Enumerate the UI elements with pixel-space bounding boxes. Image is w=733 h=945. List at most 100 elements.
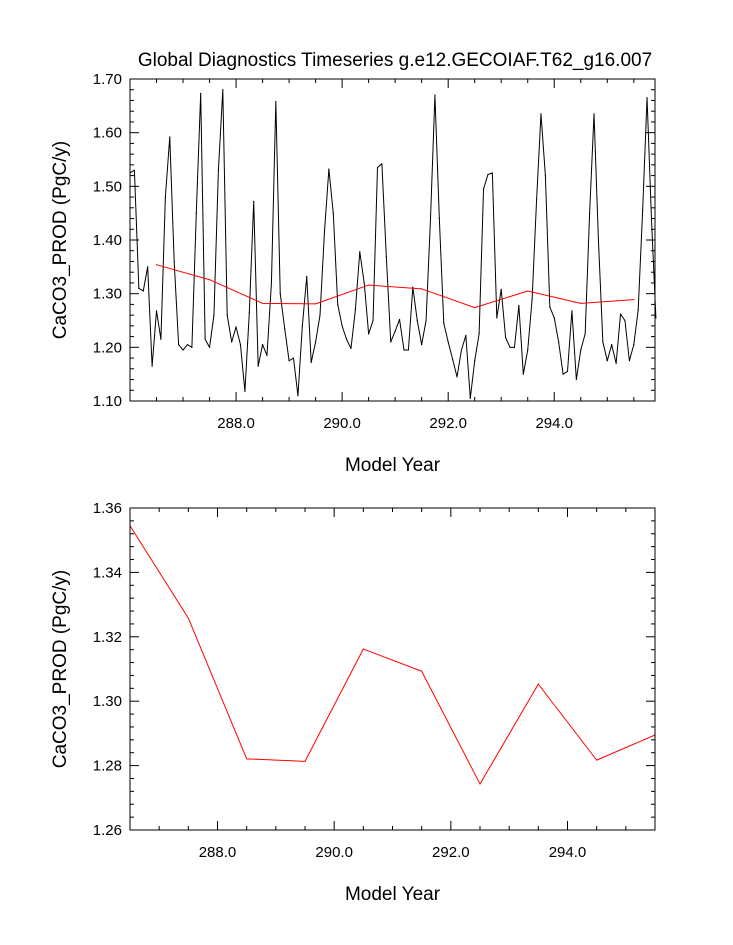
x-tick-label: 288.0	[217, 415, 255, 432]
x-tick-label: 288.0	[199, 844, 237, 861]
data-point-monthly	[615, 362, 617, 365]
data-point-monthly	[191, 346, 193, 348]
data-point-monthly	[580, 349, 582, 351]
data-point-monthly	[478, 333, 480, 335]
data-point-monthly	[390, 341, 392, 343]
data-point-monthly	[443, 322, 445, 324]
data-point-monthly	[571, 310, 573, 312]
data-point-monthly	[527, 349, 529, 351]
data-point-monthly	[416, 319, 418, 322]
data-point-monthly	[368, 333, 370, 335]
y-tick-label: 1.26	[93, 822, 122, 839]
data-point-annual-mean	[479, 783, 481, 785]
chart-title: Global Diagnostics Timeseries g.e12.GECO…	[138, 50, 652, 71]
data-point-monthly	[602, 341, 604, 343]
data-point-monthly	[606, 360, 608, 362]
data-point-annual-mean	[304, 760, 306, 763]
data-point-monthly	[589, 212, 591, 214]
x-tick-label: 292.0	[429, 415, 467, 432]
data-point-monthly	[213, 314, 215, 316]
data-point-monthly	[222, 89, 224, 91]
data-point-monthly	[297, 395, 299, 397]
x-tick-label: 294.0	[549, 844, 587, 861]
data-point-annual-mean	[421, 288, 423, 290]
data-point-monthly	[275, 100, 277, 103]
data-point-monthly	[244, 390, 246, 392]
data-point-monthly	[328, 168, 330, 170]
data-point-monthly	[284, 327, 286, 330]
data-point-monthly	[562, 373, 564, 375]
data-point-annual-mean	[246, 758, 248, 760]
data-point-monthly	[637, 309, 639, 311]
data-point-monthly	[544, 175, 546, 177]
data-point-monthly	[345, 338, 348, 340]
data-point-monthly	[447, 341, 449, 343]
data-point-monthly	[540, 113, 542, 115]
data-point-monthly	[332, 212, 334, 214]
data-point-monthly	[456, 376, 458, 378]
data-point-monthly	[611, 344, 613, 346]
data-point-annual-mean	[368, 284, 370, 286]
data-point-monthly	[465, 334, 467, 337]
data-point-monthly	[248, 311, 250, 314]
data-point-monthly	[310, 361, 312, 363]
y-tick-label: 1.36	[93, 500, 122, 517]
data-point-monthly	[628, 360, 630, 362]
data-point-monthly	[315, 341, 317, 343]
data-point-monthly	[381, 163, 383, 165]
y-tick-label: 1.70	[93, 71, 122, 88]
series-line-annual-mean	[156, 264, 634, 309]
y-tick-label: 1.40	[93, 232, 122, 249]
y-tick-label: 1.10	[93, 393, 122, 410]
y-tick-label: 1.30	[93, 693, 122, 710]
data-point-monthly	[226, 314, 228, 316]
data-point-monthly	[253, 200, 255, 202]
y-axis-label: CaCO3_PROD (PgC/y)	[50, 141, 71, 340]
data-point-monthly	[403, 349, 405, 351]
data-point-monthly	[655, 317, 657, 319]
data-point-monthly	[142, 290, 144, 292]
data-point-monthly	[619, 313, 622, 315]
data-point-monthly	[354, 309, 356, 311]
x-tick-label: 292.0	[432, 844, 470, 861]
panel-top-timeseries: Global Diagnostics Timeseries g.e12.GECO…	[50, 50, 657, 476]
data-point-annual-mean	[261, 302, 264, 304]
data-point-monthly	[257, 365, 259, 367]
data-point-monthly	[593, 113, 595, 115]
data-point-monthly	[182, 349, 184, 351]
data-point-monthly	[151, 365, 153, 367]
y-tick-label: 1.20	[93, 339, 122, 356]
y-tick-label: 1.32	[93, 629, 122, 646]
y-tick-label: 1.50	[93, 178, 122, 195]
data-point-monthly	[460, 349, 463, 351]
data-point-monthly	[350, 347, 352, 350]
data-point-monthly	[624, 319, 626, 322]
data-point-monthly	[642, 209, 644, 212]
data-point-monthly	[425, 319, 427, 322]
data-point-monthly	[359, 251, 361, 253]
data-point-monthly	[186, 344, 189, 346]
data-point-monthly	[509, 346, 511, 348]
data-point-monthly	[363, 282, 365, 284]
data-point-monthly	[482, 188, 485, 190]
data-point-monthly	[633, 344, 635, 346]
data-point-monthly	[558, 341, 560, 343]
data-point-monthly	[337, 303, 339, 305]
data-point-monthly	[469, 397, 471, 399]
data-point-monthly	[138, 287, 140, 289]
data-point-annual-mean	[527, 290, 529, 292]
data-point-monthly	[319, 314, 321, 316]
data-point-monthly	[208, 346, 211, 348]
data-point-monthly	[261, 344, 264, 346]
x-tick-label: 290.0	[323, 415, 361, 432]
data-point-monthly	[372, 319, 374, 322]
data-point-monthly	[597, 239, 600, 241]
data-point-monthly	[266, 354, 268, 356]
data-point-monthly	[513, 346, 516, 348]
data-point-monthly	[549, 306, 551, 308]
x-axis-label: Model Year	[345, 455, 441, 476]
data-point-annual-mean	[155, 264, 158, 266]
data-point-monthly	[650, 217, 653, 220]
data-point-annual-mean	[362, 648, 364, 650]
data-point-monthly	[385, 255, 387, 257]
